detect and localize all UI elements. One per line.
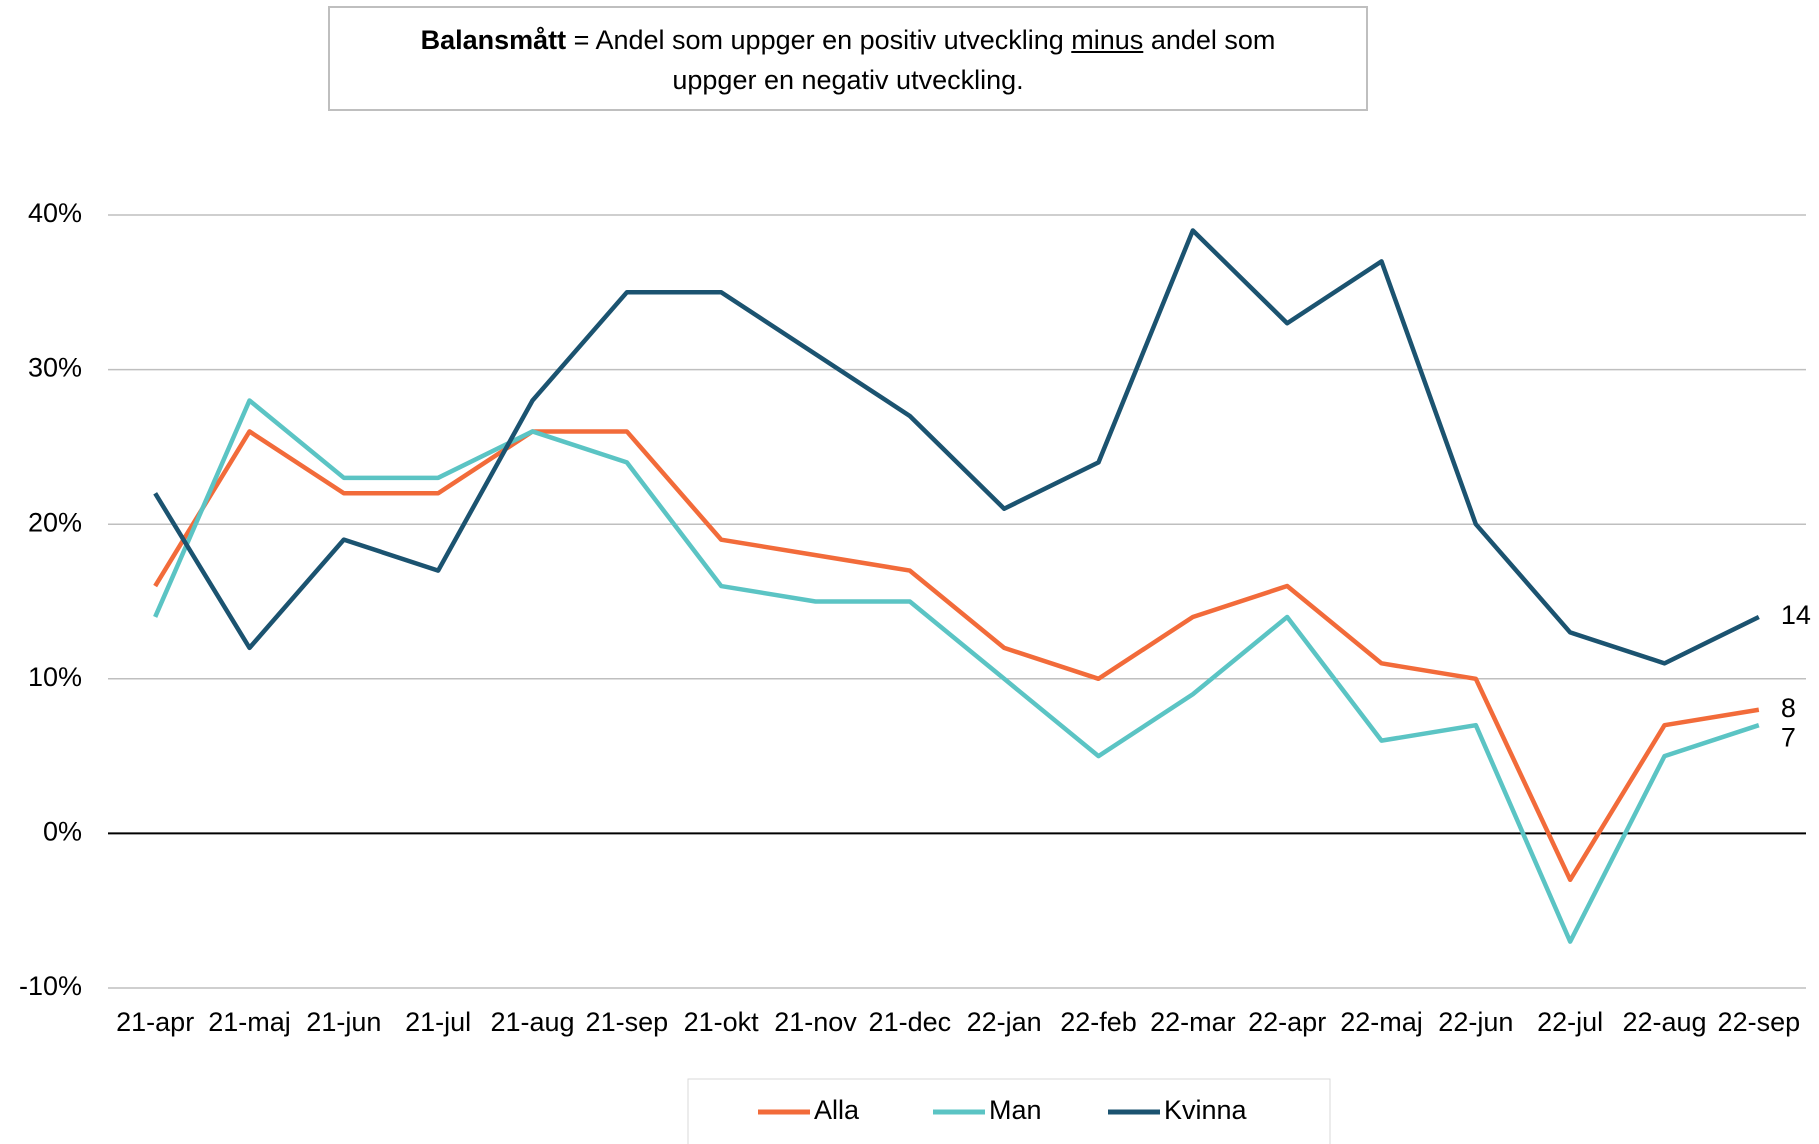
x-tick-label: 21-okt <box>684 1007 760 1037</box>
x-tick-label: 22-maj <box>1340 1007 1423 1037</box>
series-line <box>153 398 1760 944</box>
x-tick-label: 22-aug <box>1622 1007 1706 1037</box>
x-tick-label: 22-jun <box>1438 1007 1513 1037</box>
x-tick-label: 22-sep <box>1718 1007 1801 1037</box>
annotation-text: andel som uppger en negativ utveckling. <box>672 25 1276 95</box>
legend-label: Alla <box>814 1095 860 1125</box>
x-tick-label: 22-mar <box>1150 1007 1236 1037</box>
x-tick-label: 21-sep <box>586 1007 669 1037</box>
legend-label: Kvinna <box>1164 1095 1248 1125</box>
x-tick-label: 22-jan <box>967 1007 1042 1037</box>
series-line <box>153 429 1760 883</box>
x-tick-label: 22-apr <box>1248 1007 1326 1037</box>
annotation-text: = <box>573 25 590 55</box>
x-tick-label: 22-feb <box>1060 1007 1137 1037</box>
y-tick-label: 30% <box>28 353 82 383</box>
annotation-bold: Balansmått <box>420 25 567 55</box>
data-label: 7 <box>1781 722 1796 752</box>
annotation-underline: minus <box>1071 25 1144 55</box>
annotation-text: Andel som uppger en positiv utveckling <box>595 25 1064 55</box>
x-tick-label: 21-jul <box>405 1007 471 1037</box>
y-tick-label: -10% <box>19 971 82 1001</box>
series-line <box>153 228 1760 666</box>
y-tick-label: 40% <box>28 198 82 228</box>
x-tick-label: 22-jul <box>1537 1007 1603 1037</box>
x-tick-label: 21-aug <box>490 1007 574 1037</box>
x-tick-label: 21-jun <box>306 1007 381 1037</box>
x-tick-label: 21-maj <box>208 1007 291 1037</box>
y-tick-label: 20% <box>28 507 82 537</box>
data-label: 14 <box>1781 600 1811 630</box>
annotation: Balansmått = Andel som uppger en positiv… <box>328 6 1368 111</box>
legend-box <box>687 1078 1331 1144</box>
x-tick-label: 21-nov <box>774 1007 857 1037</box>
y-tick-label: 0% <box>43 817 82 847</box>
legend-label: Man <box>989 1095 1042 1125</box>
data-label: 8 <box>1781 693 1796 723</box>
x-tick-label: 21-apr <box>116 1007 194 1037</box>
y-tick-label: 10% <box>28 662 82 692</box>
x-tick-label: 21-dec <box>869 1007 952 1037</box>
